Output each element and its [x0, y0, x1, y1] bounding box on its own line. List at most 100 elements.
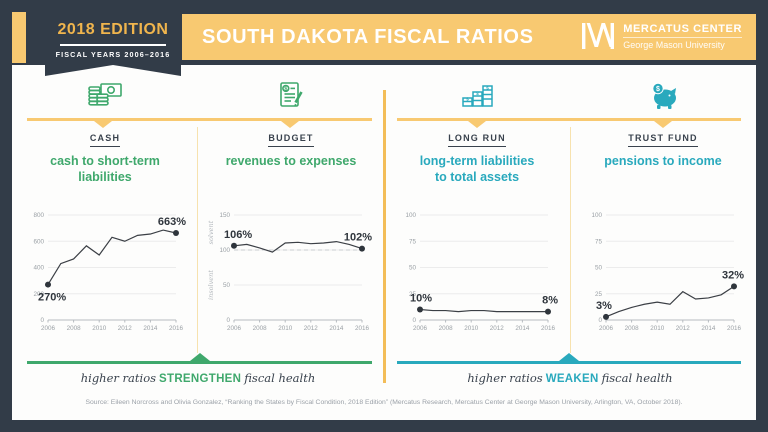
notch-triangle-budget — [281, 121, 299, 128]
svg-text:50: 50 — [595, 265, 603, 272]
svg-text:25: 25 — [409, 291, 417, 298]
svg-text:10%: 10% — [410, 293, 432, 305]
chart-title-budget: revenues to expenses — [225, 154, 357, 168]
svg-text:2006: 2006 — [41, 325, 56, 332]
strengthen-bar — [27, 353, 372, 364]
svg-text:2012: 2012 — [118, 325, 133, 332]
weaken-prefix: higher ratios — [467, 371, 543, 385]
section-long-run: $ $ $ LONG RUN long-term liabilities to … — [384, 65, 570, 420]
svg-text:0: 0 — [40, 317, 44, 324]
weaken-suffix: fiscal health — [601, 371, 673, 385]
accent-line-left — [27, 118, 372, 121]
svg-text:2014: 2014 — [143, 325, 158, 332]
svg-text:8%: 8% — [542, 295, 558, 307]
svg-text:50: 50 — [409, 265, 417, 272]
mercatus-logo-icon — [580, 21, 616, 51]
svg-text:2010: 2010 — [464, 325, 479, 332]
category-label-long-run: LONG RUN — [448, 133, 506, 147]
svg-text:800: 800 — [33, 212, 44, 219]
weaken-up-triangle — [559, 353, 579, 361]
title-bar: SOUTH DAKOTA FISCAL RATIOS MERCATUS CENT… — [182, 14, 756, 60]
section-trust-fund: $ TRUST FUND pensions to income 0 25 50 75 1… — [570, 65, 756, 420]
chart-title-trust-fund: pensions to income — [604, 154, 722, 168]
strengthen-footer: higher ratios STRENGTHEN fiscal health — [12, 353, 384, 401]
svg-text:663%: 663% — [158, 216, 186, 228]
svg-text:2016: 2016 — [541, 325, 556, 332]
weaken-caption: higher ratios WEAKEN fiscal health — [384, 371, 756, 385]
budget-icon: $ — [198, 79, 384, 113]
accent-line-right — [397, 118, 741, 121]
svg-text:2008: 2008 — [439, 325, 454, 332]
source-citation: Source: Eileen Norcross and Olivia Gonza… — [85, 399, 683, 406]
svg-text:32%: 32% — [722, 269, 744, 281]
svg-text:2014: 2014 — [329, 325, 344, 332]
svg-text:2010: 2010 — [278, 325, 293, 332]
chart-cash: 0 200 400 600 800 2006 2008 2010 2012 2014 2016 270… — [33, 212, 186, 332]
svg-text:2014: 2014 — [701, 325, 716, 332]
weaken-bar — [397, 353, 741, 364]
logo-name: MERCATUS CENTER — [623, 23, 742, 38]
section-cash: CASH cash to short-term liabilities 0 200… — [12, 65, 198, 420]
svg-text:150: 150 — [219, 212, 230, 219]
category-label-trust-fund: TRUST FUND — [628, 133, 698, 147]
content-card: CASH cash to short-term liabilities 0 200… — [12, 65, 756, 420]
strengthen-caption: higher ratios STRENGTHEN fiscal health — [12, 371, 384, 385]
svg-text:$: $ — [486, 86, 489, 91]
svg-text:2012: 2012 — [490, 325, 505, 332]
svg-text:106%: 106% — [224, 229, 252, 241]
svg-text:25: 25 — [595, 291, 603, 298]
svg-text:$: $ — [476, 91, 479, 96]
svg-text:600: 600 — [33, 238, 44, 245]
svg-text:2006: 2006 — [227, 325, 242, 332]
notch-triangle-trust-fund — [654, 121, 672, 128]
svg-text:100: 100 — [591, 212, 602, 219]
long-run-icon: $ $ $ — [384, 79, 570, 113]
svg-text:75: 75 — [595, 238, 603, 245]
svg-text:$: $ — [284, 86, 287, 92]
strengthen-suffix: fiscal health — [244, 371, 316, 385]
mercatus-logo-text: MERCATUS CENTER George Mason University — [623, 23, 742, 50]
strengthen-prefix: higher ratios — [80, 371, 157, 385]
edition-badge-subtitle: FISCAL YEARS 2006–2016 — [55, 50, 171, 59]
divider-center — [383, 90, 386, 383]
logo-subname: George Mason University — [623, 39, 725, 50]
svg-text:3%: 3% — [596, 300, 612, 312]
svg-text:2010: 2010 — [650, 325, 665, 332]
svg-text:$: $ — [466, 97, 469, 102]
svg-text:$: $ — [656, 86, 660, 93]
svg-text:270%: 270% — [38, 292, 66, 304]
svg-text:2008: 2008 — [67, 325, 82, 332]
cash-icon — [12, 79, 198, 113]
chart-long-run: 0 25 50 75 100 2006 2008 2010 2012 2014 2016 10% 8% — [405, 212, 558, 332]
svg-text:2006: 2006 — [599, 325, 614, 332]
svg-text:50: 50 — [223, 282, 231, 289]
svg-text:solvent: solvent — [207, 220, 215, 244]
chart-trust-fund: 0 25 50 75 100 2006 2008 2010 2012 2014 2016 3% 32% — [591, 212, 744, 332]
svg-text:2012: 2012 — [304, 325, 319, 332]
svg-text:100: 100 — [405, 212, 416, 219]
edition-badge-title: 2018 EDITION — [57, 21, 169, 38]
category-label-budget: BUDGET — [268, 133, 314, 147]
edition-badge-rule — [60, 44, 166, 46]
svg-text:2016: 2016 — [355, 325, 370, 332]
chart-title-long-run: long-term liabilities to total assets — [419, 154, 535, 185]
svg-text:insolvent: insolvent — [207, 270, 215, 300]
left-accent-block — [12, 12, 26, 63]
svg-text:2012: 2012 — [676, 325, 691, 332]
chart-budget: 0 50 100 150 2006 2008 2010 2012 2014 2016 106% 102… — [207, 212, 372, 332]
svg-text:100: 100 — [219, 247, 230, 254]
svg-text:75: 75 — [409, 238, 417, 245]
strengthen-keyword: STRENGTHEN — [159, 373, 242, 385]
svg-text:2014: 2014 — [515, 325, 530, 332]
svg-text:2008: 2008 — [253, 325, 268, 332]
svg-text:2006: 2006 — [413, 325, 428, 332]
svg-text:2008: 2008 — [625, 325, 640, 332]
divider-cash-budget — [197, 127, 198, 353]
svg-text:2010: 2010 — [92, 325, 107, 332]
weaken-keyword: WEAKEN — [545, 373, 599, 385]
svg-text:0: 0 — [598, 317, 602, 324]
section-budget: $ BUDGET revenues to expenses 0 50 100 150 2… — [198, 65, 384, 420]
svg-text:200: 200 — [33, 291, 44, 298]
svg-text:0: 0 — [412, 317, 416, 324]
divider-longrun-trustfund — [570, 127, 571, 353]
